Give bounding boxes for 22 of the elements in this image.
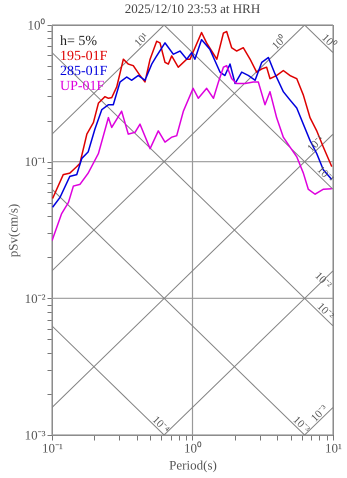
annotation: 10⁻¹ [305, 133, 327, 155]
annotation: 10⁰ [319, 31, 339, 52]
annotation: 10⁰ [269, 32, 289, 52]
annotation: 10⁻² [312, 270, 334, 292]
x-tick-label: 10¹ [325, 440, 342, 456]
y-tick-label: 10⁻² [24, 290, 46, 306]
y-tick-label: 10⁰ [28, 18, 46, 32]
y-tick-label: 10⁻³ [24, 428, 46, 442]
annotation: 10¹ [132, 30, 151, 50]
x-tick-label: 10⁰ [184, 440, 202, 456]
y-axis-title: pSv(cm/s) [6, 204, 21, 258]
x-tick-label: 10⁻¹ [42, 440, 64, 456]
x-axis-title: Period(s) [169, 458, 217, 472]
series-label: UP-01F [60, 79, 105, 94]
annotation: 10⁻² [314, 300, 336, 323]
annotation: 10⁻⁴ [150, 414, 172, 436]
legend-title: h= 5% [60, 34, 98, 49]
chart-title: 2025/12/10 23:53 at HRH [124, 1, 260, 16]
annotation: 10⁻¹ [314, 164, 336, 186]
y-tick-label: 10⁻¹ [24, 154, 46, 170]
series-label: 195-01F [60, 49, 108, 64]
series-label: 285-01F [60, 64, 108, 79]
